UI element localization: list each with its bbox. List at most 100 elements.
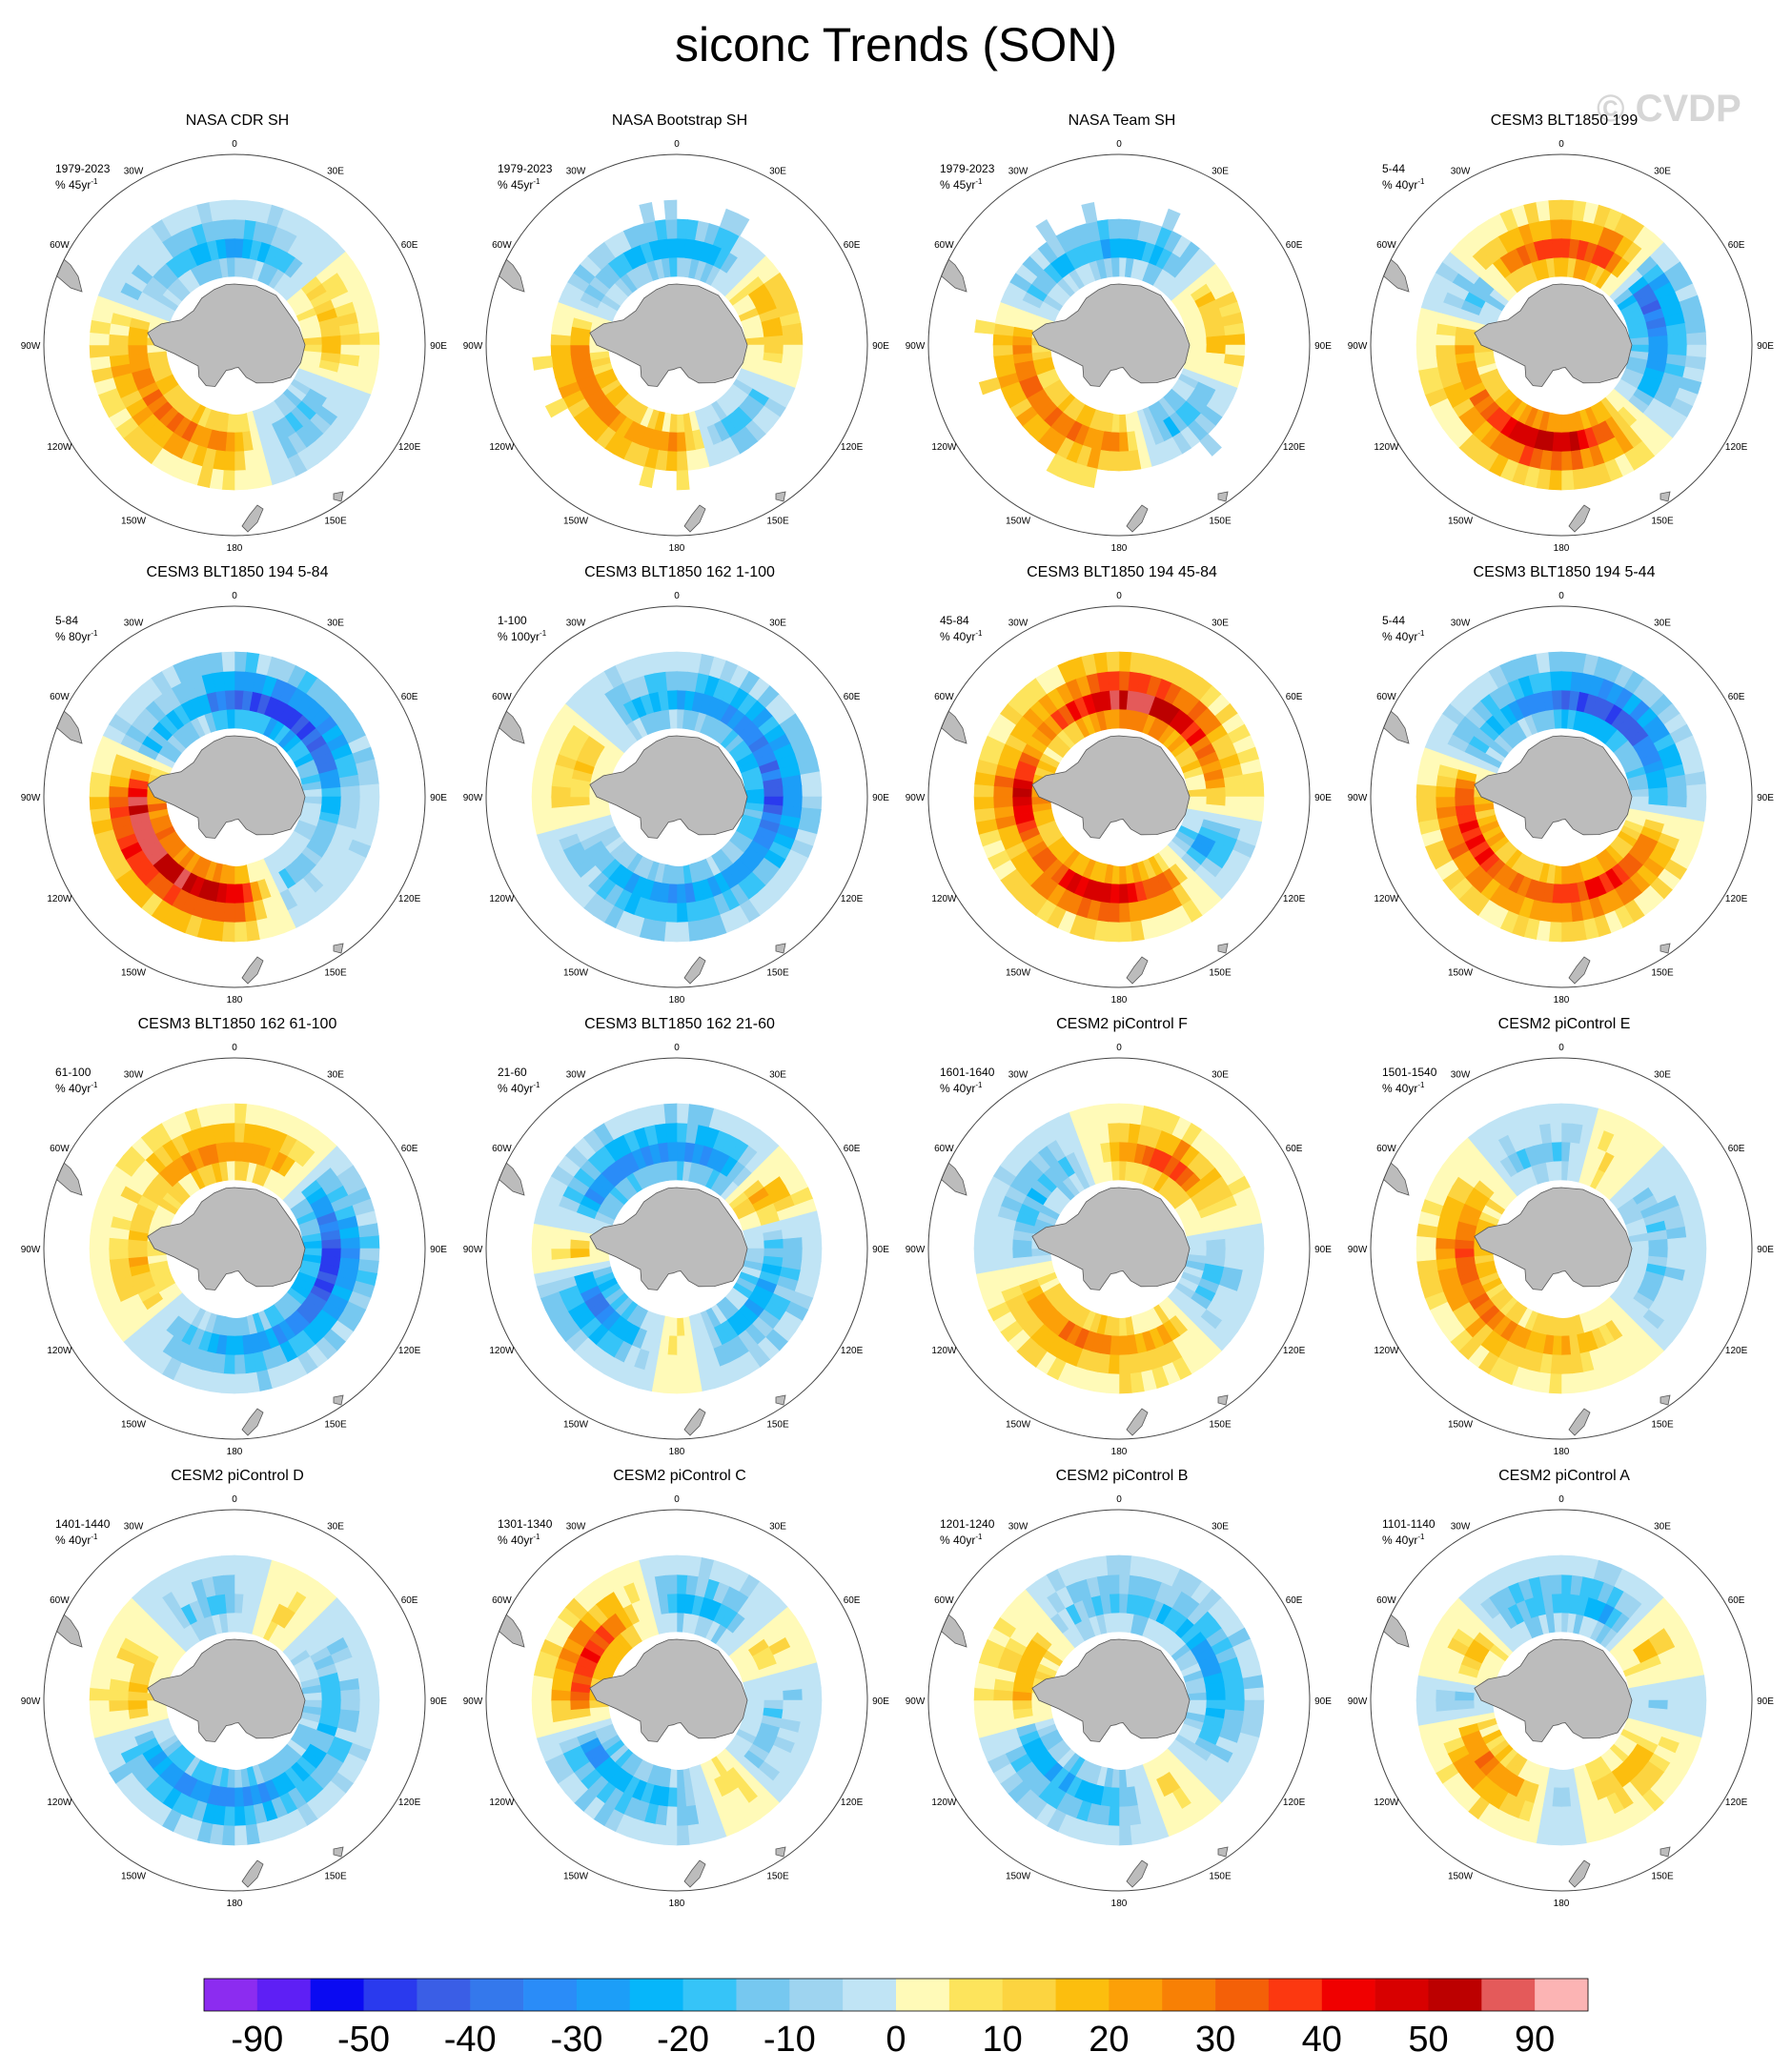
ice-trend-cell (676, 470, 690, 491)
ice-trend-cell (127, 796, 148, 807)
lon-label: 90E (872, 1245, 889, 1255)
ice-shelf (1544, 1297, 1582, 1318)
ice-trend-cell (1011, 1699, 1032, 1711)
units-text: % 40yr (498, 1082, 534, 1095)
units-label: % 40yr-1 (1382, 1533, 1425, 1547)
ice-trend-cell (1454, 796, 1475, 807)
ice-trend-cell (221, 651, 235, 672)
ice-trend-cell (978, 376, 1002, 396)
lon-label: 90E (1314, 1696, 1332, 1707)
ice-trend-cell (1686, 1235, 1707, 1249)
ice-trend-cell (1118, 651, 1132, 672)
lon-label: 90W (463, 793, 483, 803)
ice-trend-cell (234, 884, 245, 904)
panel-title: CESM2 piControl C (613, 1468, 746, 1484)
lon-label: 90W (21, 793, 41, 803)
colorbar-swatch (576, 1979, 631, 2011)
ice-trend-cell (1548, 1825, 1562, 1846)
lon-label: 60E (1728, 692, 1745, 702)
lon-label: 30W (1451, 618, 1471, 628)
lon-label: 90W (21, 341, 41, 352)
ice-trend-cell (89, 1699, 110, 1714)
panel-period-units: 1101-1140% 40yr-1 (1382, 1517, 1436, 1547)
ice-trend-cell (666, 237, 678, 258)
units-label: % 45yr-1 (498, 177, 540, 192)
lon-label: 90E (1757, 341, 1774, 352)
lon-label: 120E (398, 442, 421, 453)
lon-label: 60W (492, 240, 512, 251)
ice-trend-cell (340, 785, 361, 798)
ice-trend-cell (234, 413, 243, 434)
lon-label: 90E (1757, 793, 1774, 803)
map-boundary (43, 1509, 426, 1892)
lon-label: 90W (1348, 793, 1368, 803)
ice-shelf (1102, 394, 1140, 415)
lon-label: 60E (401, 692, 418, 702)
ice-trend-cell (1560, 1806, 1573, 1827)
lon-label: 150W (1448, 1420, 1474, 1431)
ice-trend-cell (1046, 453, 1067, 477)
lon-label: 90E (1314, 1245, 1332, 1255)
new-zealand-land (1126, 1859, 1149, 1888)
ice-trend-cell (676, 1316, 685, 1337)
lon-label: 150E (324, 517, 347, 527)
ice-trend-cell (802, 796, 823, 810)
ice-trend-cell (234, 903, 246, 924)
ice-shelf (1102, 1749, 1140, 1770)
tasmania-land (775, 1846, 786, 1858)
new-zealand-land (683, 504, 706, 533)
units-label: % 40yr-1 (498, 1533, 540, 1547)
lon-label: 30E (1212, 1069, 1229, 1080)
ice-trend-cell (224, 1141, 235, 1162)
lon-label: 150W (1006, 1872, 1031, 1882)
ice-trend-cell (1187, 1692, 1208, 1701)
ice-trend-cell (234, 1554, 248, 1575)
ice-trend-cell (1560, 1354, 1573, 1375)
map-boundary (927, 153, 1311, 537)
units-label: % 45yr-1 (940, 177, 983, 192)
lon-label: 150W (1006, 1420, 1031, 1431)
lon-label: 120E (841, 1798, 864, 1808)
units-label: % 40yr-1 (55, 1533, 98, 1547)
panel-period-units: 21-60% 40yr-1 (498, 1066, 540, 1095)
ice-trend-cell (569, 1699, 590, 1711)
ice-trend-cell (1199, 433, 1222, 457)
ice-trend-cell (668, 256, 678, 277)
antarctica-land (1031, 283, 1191, 387)
lon-label: 30W (124, 1069, 144, 1080)
units-text: % 80yr (55, 630, 92, 643)
ice-trend-cell (1415, 344, 1436, 358)
south-america-land (44, 245, 83, 293)
ice-trend-cell (1686, 1699, 1707, 1714)
antarctica-land (1474, 1187, 1633, 1290)
lon-label: 0 (1116, 1494, 1122, 1505)
ice-trend-cell (108, 1248, 129, 1260)
panel-period-units: 1201-1240% 40yr-1 (940, 1517, 994, 1547)
lon-label: 30W (566, 1069, 586, 1080)
lon-label: 120W (47, 442, 72, 453)
tasmania-land (1660, 1394, 1671, 1406)
ice-trend-cell (1118, 864, 1128, 885)
lon-label: 120W (47, 894, 72, 904)
ice-trend-cell (1187, 788, 1208, 798)
lon-label: 150E (766, 517, 789, 527)
ice-trend-cell (973, 1687, 994, 1701)
ice-trend-cell (1161, 208, 1181, 232)
ice-trend-cell (974, 319, 996, 335)
lon-label: 180 (669, 543, 685, 554)
ice-trend-cell (676, 1787, 687, 1808)
ice-trend-cell (221, 1554, 235, 1575)
ice-trend-cell (531, 796, 552, 810)
lon-label: 30W (1451, 1069, 1471, 1080)
lon-label: 30E (1212, 166, 1229, 176)
tasmania-land (1660, 943, 1671, 954)
lon-label: 180 (1554, 995, 1570, 1006)
lon-label: 150E (324, 968, 347, 979)
lon-label: 90W (1348, 1245, 1368, 1255)
ice-trend-cell (531, 1248, 552, 1262)
panel-period-units: 1979-2023% 45yr-1 (940, 162, 994, 192)
ice-trend-cell (783, 334, 804, 346)
